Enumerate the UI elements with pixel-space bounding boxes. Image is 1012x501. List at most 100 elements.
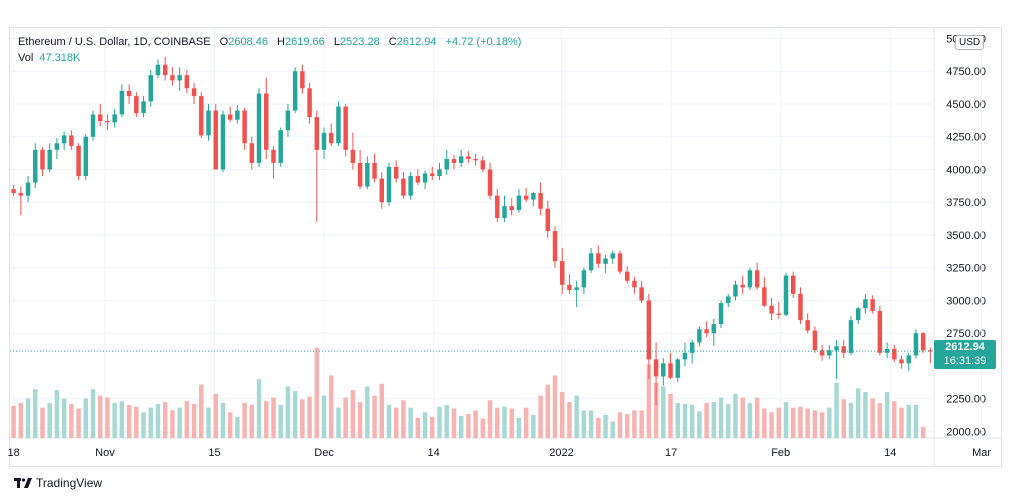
candle-body [740, 284, 745, 288]
volume-bar [437, 406, 442, 438]
volume-bar [242, 403, 247, 438]
y-tick-label: 4000.00 [946, 164, 986, 176]
volume-bar [54, 390, 60, 438]
volume-bar [819, 412, 825, 438]
brand[interactable]: TradingView [14, 476, 102, 490]
volume-bar [90, 389, 96, 438]
volume-label[interactable]: Vol [18, 52, 34, 64]
volume-bar [632, 410, 637, 438]
x-tick-label: 14 [884, 447, 896, 459]
candle-body [300, 71, 305, 89]
volume-bar [430, 416, 435, 438]
volume-bar [790, 407, 796, 438]
candle-body [126, 90, 132, 97]
chart-frame [9, 27, 1002, 467]
volume-bar [718, 397, 724, 438]
volume-bar [191, 403, 197, 438]
symbol-title[interactable]: Ethereum / U.S. Dollar, 1D, COINBASE [18, 36, 211, 48]
volume-bar [408, 407, 413, 438]
volume-bar [870, 398, 875, 438]
ohlc-legend: Ethereum / U.S. Dollar, 1D, COINBASE O26… [18, 36, 527, 48]
candle-body [141, 101, 146, 114]
y-tick-label: 3000.00 [946, 295, 986, 307]
volume-bar [458, 415, 464, 438]
candle-body [105, 121, 110, 123]
volume-bar [704, 403, 709, 438]
candle-body [588, 253, 594, 271]
volume-bar [451, 408, 457, 438]
candle-body [776, 313, 782, 315]
open-value: 2608.46 [228, 36, 268, 48]
candle-body [596, 253, 601, 264]
low-value: 2523.28 [339, 36, 380, 48]
volume-bar [920, 426, 926, 438]
y-tick-label: 4750.00 [946, 66, 986, 78]
candle-body [509, 206, 514, 211]
candle-body [559, 261, 565, 285]
candle-body [321, 132, 327, 150]
volume-bar [415, 417, 421, 438]
candle-body [812, 330, 818, 351]
candle-body [408, 176, 413, 196]
volume-bar [33, 389, 38, 438]
candle-body [624, 271, 630, 281]
candle-body [372, 162, 377, 179]
candle-body [502, 206, 507, 218]
volume-bar [581, 410, 587, 438]
candle-body [97, 114, 103, 122]
candle-body [112, 114, 117, 123]
bar-countdown: 16:31:39 [943, 355, 987, 367]
candle-body [170, 75, 175, 81]
volume-bar [372, 395, 377, 438]
candle-body [177, 75, 182, 81]
x-tick-label: 18 [7, 447, 19, 459]
candle-body [336, 106, 341, 144]
volume-bar [848, 403, 854, 438]
candle-body [285, 110, 291, 131]
candle-body [913, 333, 919, 356]
volume-bar [393, 407, 399, 438]
volume-bar [321, 395, 327, 438]
candle-body [430, 173, 435, 177]
volume-bar [473, 410, 478, 438]
candle-body [581, 270, 587, 288]
volume-bar [509, 408, 514, 438]
volume-bar [776, 407, 782, 438]
x-tick-label: 15 [208, 447, 220, 459]
volume-bar [783, 402, 789, 438]
candle-body [661, 363, 666, 377]
candle-body [848, 320, 854, 353]
candle-body [718, 303, 724, 325]
volume-bar [617, 412, 623, 438]
volume-bar [350, 390, 356, 438]
volume-bar [646, 364, 652, 438]
volume-bar [855, 388, 861, 438]
volume-bar [516, 417, 522, 438]
volume-bar [552, 375, 558, 438]
candle-body [386, 166, 392, 203]
volume-bar [162, 402, 168, 438]
volume-bar [249, 404, 255, 438]
y-tick-label: 4250.00 [946, 132, 986, 144]
candle-body [40, 149, 45, 170]
volume-bar [170, 410, 175, 438]
volume-bar [502, 406, 507, 438]
candle-body [393, 166, 399, 179]
volume-bar [675, 403, 680, 438]
candle-body [870, 299, 875, 311]
volume-bar [603, 415, 608, 438]
candle-body [639, 287, 644, 301]
candle-body [747, 270, 753, 288]
volume-bar [83, 398, 89, 438]
candle-body [769, 305, 774, 314]
candle-body [545, 208, 551, 232]
volume-bar [877, 403, 883, 438]
currency-button[interactable]: USD [955, 35, 985, 50]
volume-bar [126, 404, 132, 438]
candle-body [134, 96, 139, 114]
volume-bar [733, 393, 738, 438]
volume-bar [545, 384, 551, 438]
volume-bar [863, 392, 868, 438]
candle-body [552, 231, 558, 262]
